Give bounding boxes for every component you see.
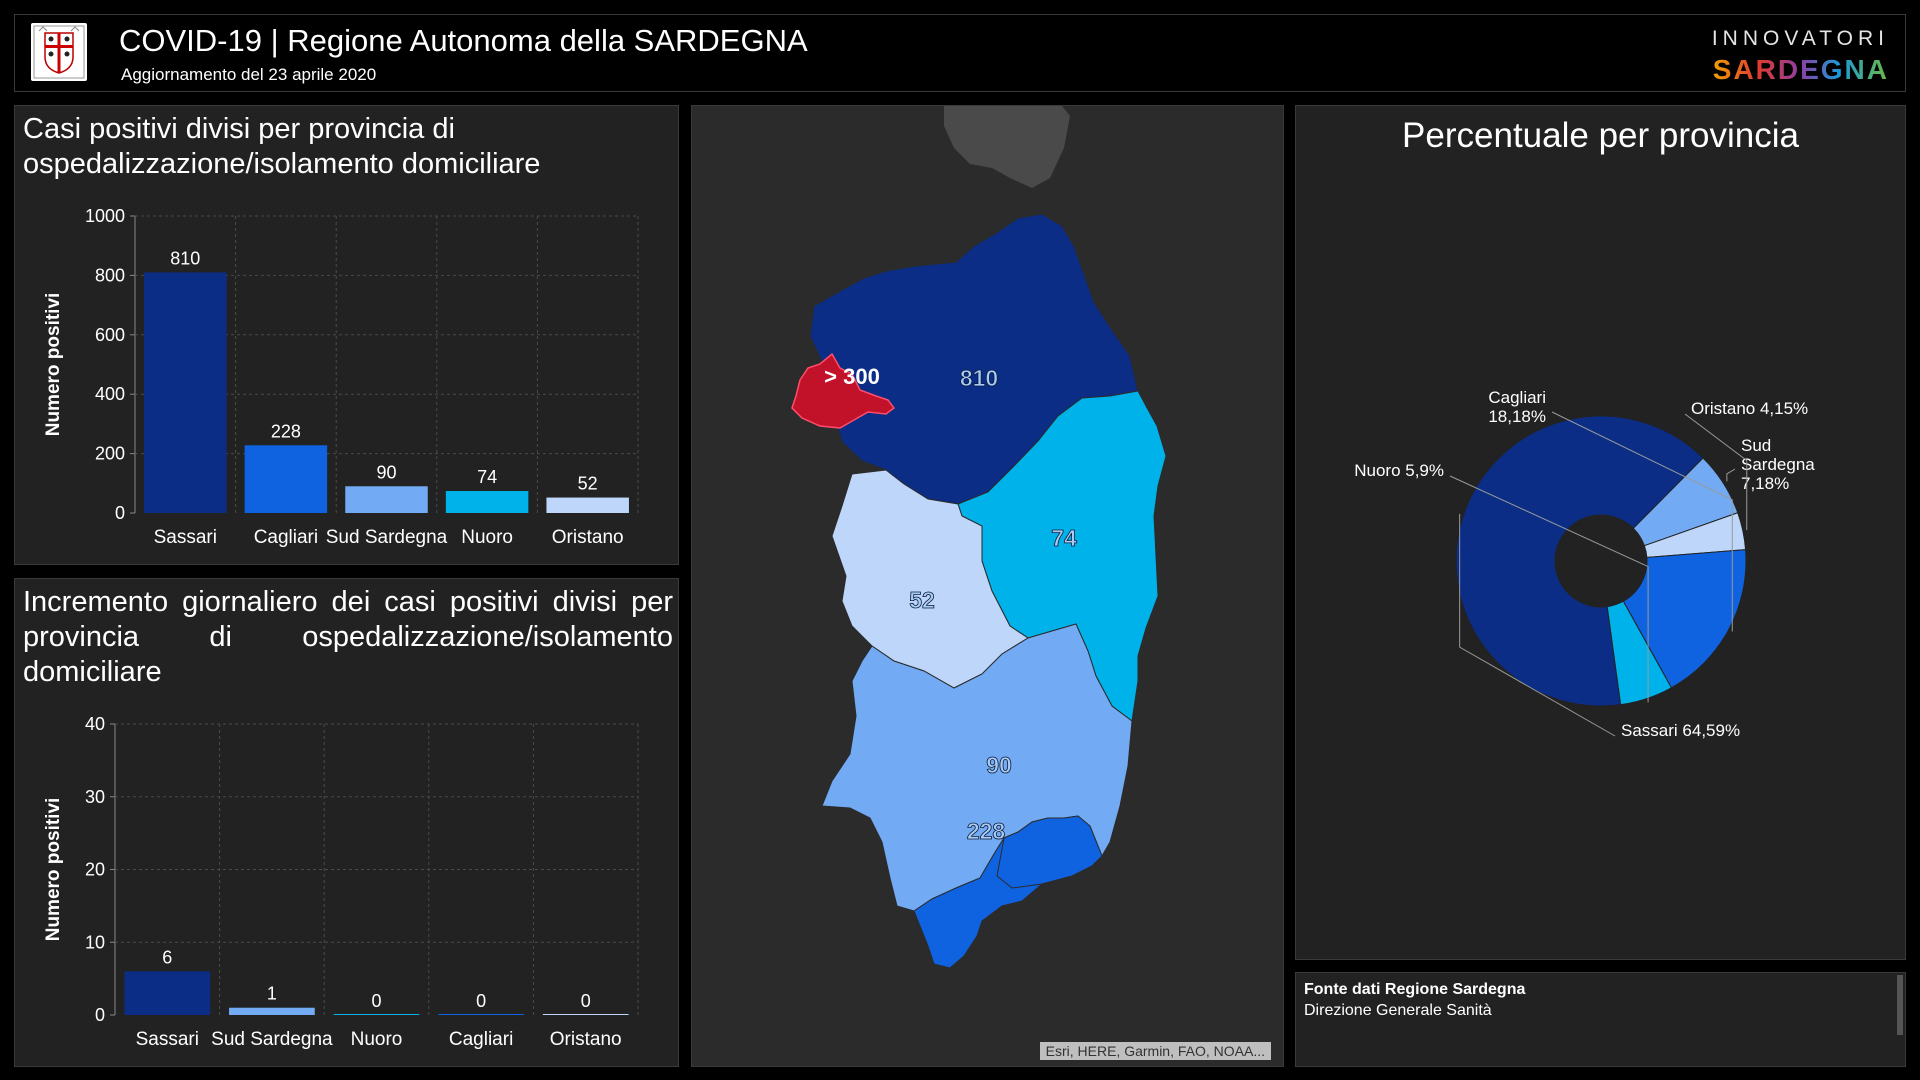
y-tick-label: 30 bbox=[85, 787, 105, 807]
pie-panel: Percentuale per provincia Sassari 64,59%… bbox=[1295, 105, 1906, 960]
x-tick-label: Cagliari bbox=[254, 527, 318, 548]
bar-sassari[interactable] bbox=[124, 971, 211, 1015]
slice-label-line: Sud bbox=[1741, 436, 1771, 455]
slice-label-line: Nuoro 5,9% bbox=[1354, 461, 1444, 480]
x-tick-label: Oristano bbox=[550, 1029, 622, 1050]
bar-oristano[interactable] bbox=[542, 1014, 629, 1015]
scrollbar[interactable] bbox=[1897, 975, 1903, 1035]
y-tick-label: 20 bbox=[85, 860, 105, 880]
y-tick-label: 1000 bbox=[85, 206, 125, 226]
y-tick-label: 10 bbox=[85, 932, 105, 952]
pie-title: Percentuale per provincia bbox=[1402, 116, 1799, 155]
bar-nuoro[interactable] bbox=[333, 1014, 420, 1015]
data-label: 74 bbox=[477, 467, 497, 487]
chart-panel-positivi: Casi positivi divisi per provincia di os… bbox=[14, 105, 679, 565]
x-tick-label: Nuoro bbox=[461, 527, 513, 548]
map-label-sud-sardegna: 90 bbox=[986, 752, 1012, 778]
leader-line bbox=[1459, 513, 1616, 737]
y-tick-label: 600 bbox=[95, 325, 125, 345]
y-tick-label: 800 bbox=[95, 265, 125, 285]
slice-label-line: Sardegna bbox=[1741, 455, 1815, 474]
slice-label: Cagliari 18,18% bbox=[1488, 388, 1546, 426]
bar-sassari[interactable] bbox=[144, 272, 227, 513]
data-label: 6 bbox=[162, 947, 172, 967]
map-label-oristano: 52 bbox=[909, 587, 935, 613]
bar-cagliari[interactable] bbox=[438, 1014, 524, 1015]
leader-line bbox=[1551, 411, 1733, 632]
slice-nuoro[interactable] bbox=[1606, 600, 1673, 706]
slice-label-line: Sassari 64,59% bbox=[1621, 721, 1740, 740]
brand-sardegna-logo: SARDEGNA bbox=[1713, 54, 1889, 85]
x-tick-label: Sassari bbox=[136, 1029, 199, 1050]
source-subtitle: Direzione Generale Sanità bbox=[1304, 1002, 1492, 1019]
leader-line bbox=[1684, 413, 1748, 531]
y-tick-label: 40 bbox=[85, 714, 105, 734]
region-highlight[interactable] bbox=[791, 352, 896, 429]
y-tick-label: 0 bbox=[115, 503, 125, 523]
x-tick-label: Sassari bbox=[154, 527, 217, 548]
svg-text:SARDEGNA: SARDEGNA bbox=[1713, 54, 1889, 85]
map-label-sassari: 810 bbox=[960, 365, 998, 391]
leader-line bbox=[1449, 475, 1649, 703]
bar-sud-sardegna[interactable] bbox=[229, 1007, 315, 1015]
x-tick-label: Cagliari bbox=[449, 1029, 513, 1050]
y-axis-label: Numero positivi bbox=[43, 293, 64, 437]
y-axis-label: Numero positivi bbox=[43, 798, 64, 942]
slice-label: Oristano 4,15% bbox=[1691, 399, 1808, 418]
data-label: 1 bbox=[267, 984, 277, 1004]
data-label: 0 bbox=[371, 991, 381, 1011]
corsica-landmass bbox=[944, 106, 1070, 188]
slice-label-line: Cagliari bbox=[1488, 388, 1546, 407]
slice-label-line: Oristano 4,15% bbox=[1691, 399, 1808, 418]
x-tick-label: Sud Sardegna bbox=[326, 527, 448, 548]
x-tick-label: Sud Sardegna bbox=[211, 1029, 333, 1050]
chart-panel-incremento: Incremento giornaliero dei casi positivi… bbox=[14, 578, 679, 1067]
y-tick-label: 0 bbox=[95, 1005, 105, 1025]
slice-label: Sud Sardegna 7,18% bbox=[1741, 436, 1815, 493]
region-cagliari[interactable] bbox=[913, 815, 1103, 969]
sardinia-map[interactable]: 810 74 52 90 228 > 300 bbox=[692, 106, 1285, 1068]
brand-innovatori: INNOVATORI bbox=[1711, 27, 1889, 50]
slice-label-line: 7,18% bbox=[1741, 474, 1789, 493]
brand-sardegna: SARDEGNA bbox=[1703, 53, 1889, 92]
data-label: 228 bbox=[271, 421, 301, 441]
data-label: 90 bbox=[376, 462, 396, 482]
map-labels: 810 74 52 90 228 bbox=[909, 365, 1078, 845]
bar-chart-incremento: 0 10 20 30 40 6 Sassari 1 Sud Sardegna 0 Nuoro 0 Cag… bbox=[43, 714, 639, 1050]
slice-label: Sassari 64,59% bbox=[1621, 721, 1740, 740]
header-bar: COVID-19 | Regione Autonoma della SARDEG… bbox=[14, 14, 1906, 92]
data-label: 52 bbox=[578, 474, 598, 494]
chart-title-incremento: Incremento giornaliero dei casi positivi… bbox=[23, 586, 673, 688]
bar-chart-positivi: 0 200 400 600 800 1000 810 Sassari 228 Cagliari 90… bbox=[43, 206, 639, 548]
chart-title-positivi: Casi positivi divisi per provincia di os… bbox=[23, 113, 541, 180]
map-panel[interactable]: 810 74 52 90 228 > 300 Esri, HERE, Garmi… bbox=[691, 105, 1284, 1067]
regione-sardegna-logo bbox=[31, 23, 87, 81]
map-attribution[interactable]: Esri, HERE, Garmin, FAO, NOAA... bbox=[1039, 1042, 1271, 1060]
bar-sud-sardegna[interactable] bbox=[345, 486, 428, 513]
map-label-nuoro: 74 bbox=[1051, 525, 1077, 551]
page-title: COVID-19 | Regione Autonoma della SARDEG… bbox=[119, 23, 808, 58]
x-tick-label: Nuoro bbox=[351, 1029, 403, 1050]
data-label: 810 bbox=[170, 248, 200, 268]
y-tick-label: 200 bbox=[95, 444, 125, 464]
x-tick-label: Oristano bbox=[552, 527, 624, 548]
bar-cagliari[interactable] bbox=[244, 445, 328, 513]
data-label: 0 bbox=[476, 991, 486, 1011]
leader-line bbox=[1726, 468, 1736, 482]
y-tick-label: 400 bbox=[95, 384, 125, 404]
donut-chart-percentuale: Sassari 64,59% Sud Sardegna 7,18% Oristano 4… bbox=[1354, 388, 1815, 740]
map-label-cagliari: 228 bbox=[967, 818, 1006, 844]
slice-label: Nuoro 5,9% bbox=[1354, 461, 1444, 480]
source-panel: Fonte dati Regione Sardegna Direzione Ge… bbox=[1295, 972, 1906, 1067]
map-label-highlight: > 300 bbox=[824, 364, 880, 389]
slice-cagliari[interactable] bbox=[1622, 549, 1747, 689]
update-date: Aggiornamento del 23 aprile 2020 bbox=[121, 65, 377, 84]
bar-oristano[interactable] bbox=[546, 497, 629, 513]
slice-label-line: 18,18% bbox=[1488, 407, 1546, 426]
source-title: Fonte dati Regione Sardegna bbox=[1304, 981, 1526, 998]
data-label: 0 bbox=[581, 991, 591, 1011]
bar-nuoro[interactable] bbox=[445, 491, 529, 513]
slice-sassari[interactable] bbox=[1455, 415, 1704, 707]
